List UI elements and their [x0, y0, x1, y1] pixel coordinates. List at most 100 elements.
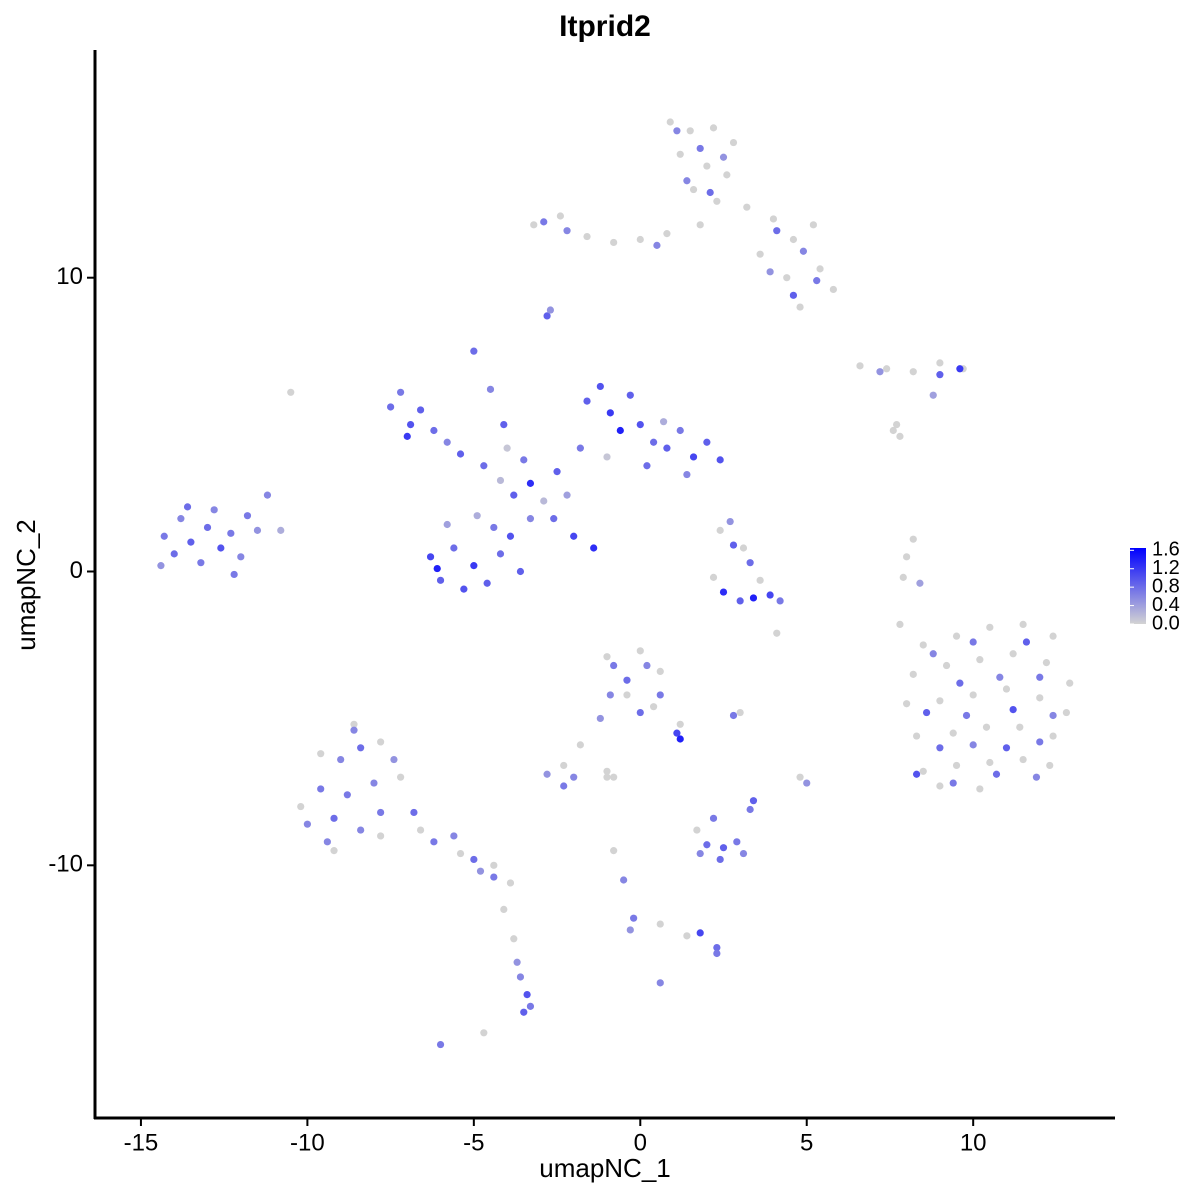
- cell-point: [540, 218, 548, 226]
- cell-point: [1009, 706, 1017, 714]
- cell-point: [919, 641, 927, 649]
- y-axis-label: umapNC_2: [11, 519, 41, 651]
- cell-point: [543, 312, 551, 320]
- cell-point: [673, 127, 681, 135]
- cell-point: [610, 238, 618, 247]
- cell-point: [1016, 723, 1024, 731]
- cell-point: [653, 241, 661, 249]
- cell-point: [1019, 620, 1027, 628]
- cell-point: [377, 832, 385, 840]
- cell-point: [1032, 773, 1041, 781]
- cell-point: [606, 409, 614, 417]
- cell-point: [689, 453, 698, 461]
- cell-point: [1042, 658, 1051, 667]
- cell-point: [756, 576, 764, 584]
- cell-point: [526, 1002, 535, 1010]
- cell-point: [893, 421, 901, 429]
- cell-point: [703, 162, 711, 170]
- cell-point: [656, 667, 664, 676]
- cell-point: [610, 847, 618, 855]
- cell-point: [610, 773, 618, 781]
- cell-point: [203, 523, 212, 532]
- cell-point: [433, 564, 441, 573]
- cell-point: [656, 920, 664, 928]
- cell-point: [623, 676, 631, 684]
- cell-point: [483, 579, 491, 587]
- cell-point: [490, 873, 498, 881]
- colorbar-tick-label: 1.2: [1152, 557, 1180, 579]
- cell-point: [506, 532, 515, 540]
- cell-point: [443, 520, 451, 529]
- cell-point: [709, 814, 718, 822]
- cell-point: [706, 188, 714, 197]
- cell-point: [430, 838, 438, 846]
- cell-point: [956, 679, 964, 687]
- cell-point: [303, 820, 311, 828]
- cell-point: [650, 703, 658, 711]
- cell-point: [969, 638, 977, 646]
- cell-point: [460, 585, 468, 593]
- cell-point: [889, 426, 897, 435]
- cell-point: [410, 808, 418, 817]
- cell-point: [1036, 738, 1044, 746]
- cell-point: [696, 849, 704, 858]
- cell-point: [676, 426, 684, 435]
- cell-point: [683, 177, 691, 185]
- cell-point: [716, 526, 724, 534]
- cell-point: [749, 594, 758, 602]
- cell-point: [403, 432, 411, 440]
- cell-point: [187, 538, 195, 546]
- cell-point: [969, 741, 977, 749]
- cell-point: [876, 368, 884, 376]
- cell-point: [1022, 638, 1031, 646]
- cell-point: [816, 265, 824, 273]
- cell-point: [576, 444, 584, 452]
- cell-point: [936, 782, 944, 790]
- cell-point: [556, 212, 564, 220]
- cell-point: [676, 150, 684, 158]
- cell-point: [230, 570, 238, 579]
- cell-point: [936, 697, 944, 705]
- cell-point: [756, 250, 764, 258]
- cell-point: [330, 814, 338, 822]
- cell-point: [406, 421, 415, 429]
- cell-point: [277, 526, 285, 534]
- cell-point: [709, 124, 718, 132]
- cell-point: [616, 426, 624, 435]
- cell-point: [986, 623, 994, 631]
- cell-point: [210, 506, 218, 514]
- cell-point: [450, 544, 458, 552]
- cell-point: [490, 861, 498, 869]
- cell-point: [650, 438, 658, 446]
- cell-point: [357, 826, 365, 834]
- cell-point: [813, 277, 821, 285]
- cell-point: [936, 744, 944, 752]
- cell-point: [729, 138, 738, 147]
- cell-point: [766, 591, 774, 599]
- cell-point: [796, 303, 804, 311]
- cell-point: [719, 844, 728, 852]
- cell-point: [563, 491, 571, 499]
- cell-point: [177, 515, 185, 523]
- cell-point: [952, 761, 961, 770]
- colorbar-tick-label: 0.8: [1152, 575, 1180, 597]
- y-tick-label: -10: [48, 851, 83, 878]
- cell-point: [500, 421, 508, 429]
- x-tick-label: -5: [463, 1129, 484, 1156]
- cell-point: [643, 462, 651, 470]
- cell-point: [583, 232, 591, 241]
- cell-point: [630, 914, 638, 922]
- cell-point: [696, 221, 704, 229]
- cell-point: [896, 620, 904, 628]
- cell-point: [789, 235, 798, 244]
- cell-point: [590, 544, 598, 552]
- cell-point: [480, 462, 488, 470]
- cell-point: [350, 720, 358, 728]
- cell-point: [570, 773, 578, 781]
- cell-point: [436, 1040, 445, 1049]
- cell-point: [183, 503, 192, 511]
- cell-point: [377, 808, 385, 817]
- cell-point: [550, 515, 558, 523]
